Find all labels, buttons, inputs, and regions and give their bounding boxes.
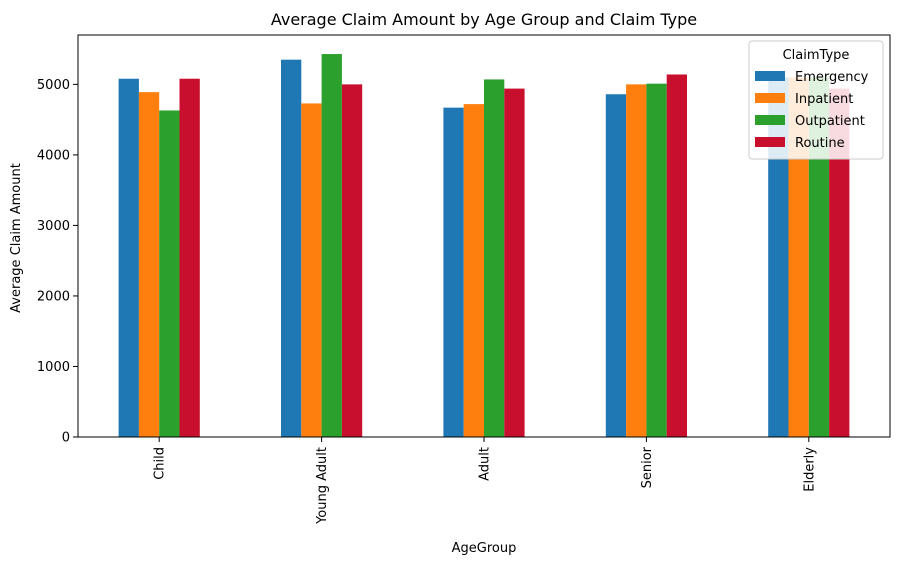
legend: ClaimType Emergency Inpatient Outpatient Rou…	[748, 40, 884, 160]
x-tick-label: Elderly	[802, 447, 817, 492]
y-tick-label: 0	[62, 431, 70, 446]
bar-inpatient-adult	[463, 104, 484, 438]
legend-swatch-outpatient	[755, 115, 785, 125]
bar-emergency-adult	[443, 107, 464, 437]
bar-emergency-child	[118, 78, 139, 437]
y-axis: 0 1000 2000 3000 4000 5000	[37, 78, 78, 446]
bar-routine-senior	[666, 74, 687, 438]
legend-label-outpatient: Outpatient	[795, 114, 865, 129]
bar-routine-young-adult	[341, 84, 363, 438]
legend-label-inpatient: Inpatient	[795, 92, 853, 107]
y-tick-label: 1000	[37, 360, 70, 375]
y-tick-label: 3000	[37, 219, 70, 234]
legend-frame	[748, 40, 884, 160]
y-tick-label: 2000	[37, 289, 70, 304]
bar-outpatient-child	[159, 110, 180, 438]
x-axis-label: AgeGroup	[452, 541, 517, 556]
chart-title: Average Claim Amount by Age Group and Cl…	[271, 10, 697, 29]
y-tick-label: 5000	[37, 78, 70, 93]
y-axis-label: Average Claim Amount	[9, 163, 24, 313]
x-tick-label: Child	[153, 447, 168, 480]
bar-outpatient-senior	[646, 83, 667, 437]
x-tick-label: Adult	[478, 447, 493, 481]
x-tick-label: Senior	[640, 446, 655, 488]
plot-frame	[77, 34, 891, 438]
x-tick-label: Young Adult	[315, 447, 330, 525]
y-tick-label: 4000	[37, 148, 70, 163]
bar-inpatient-senior	[626, 84, 647, 438]
bar-inpatient-young-adult	[301, 103, 322, 437]
bar-routine-adult	[504, 88, 525, 437]
legend-label-emergency: Emergency	[795, 70, 869, 85]
bars-group	[118, 54, 850, 438]
legend-swatch-emergency	[755, 71, 785, 81]
legend-title: ClaimType	[783, 48, 850, 63]
legend-swatch-routine	[755, 137, 785, 147]
bar-outpatient-elderly	[808, 77, 830, 437]
legend-swatch-inpatient	[755, 93, 785, 103]
bar-routine-child	[179, 78, 200, 437]
bar-emergency-elderly	[768, 77, 789, 437]
bar-inpatient-elderly	[788, 77, 809, 437]
bar-routine-elderly	[829, 88, 850, 437]
bar-emergency-young-adult	[281, 59, 302, 438]
bar-emergency-senior	[605, 94, 627, 438]
bar-inpatient-child	[138, 92, 160, 437]
bar-outpatient-young-adult	[321, 54, 342, 437]
bar-outpatient-adult	[484, 79, 505, 438]
x-axis: Child Young Adult Adult Senior Elderly	[153, 437, 817, 525]
legend-label-routine: Routine	[795, 136, 845, 151]
